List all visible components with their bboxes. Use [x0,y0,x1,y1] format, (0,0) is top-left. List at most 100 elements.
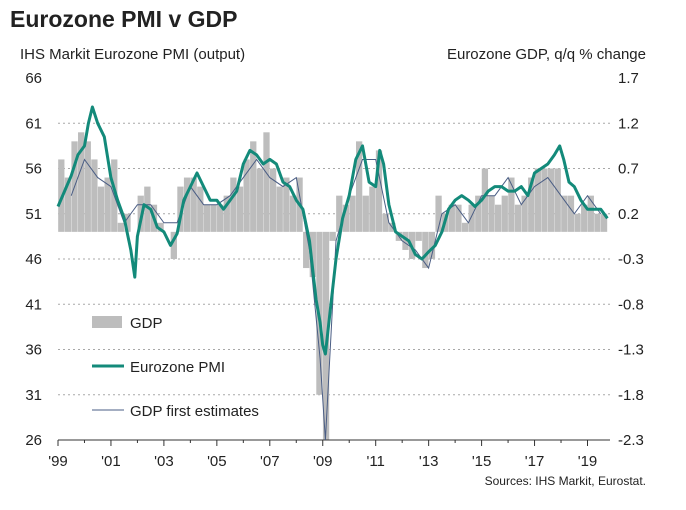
gdp-bar [461,222,469,232]
gdp-bar [574,213,581,232]
source-note: Sources: IHS Markit, Eurostat. [484,474,646,488]
gdp-bar [309,231,316,278]
gdp-bar [541,168,548,232]
gdp-bar [250,141,257,232]
gridlines [58,122,610,396]
gdp-bar [64,177,72,232]
gdp-bar [177,186,184,232]
right-tick-label: -0.8 [618,296,644,313]
gdp-bar [600,213,608,232]
gdp-bar [144,186,151,232]
right-tick-label: -2.3 [618,432,644,449]
gdp-bar [329,231,336,241]
gdp-first-estimates-line [70,158,602,441]
gdp-bars [58,132,608,440]
gdp-bar [289,195,297,232]
right-tick-label: 1.2 [618,115,639,132]
gdp-bar [561,195,568,232]
gdp-bar [78,132,85,232]
gdp-bar [362,195,369,232]
x-tick-label: '11 [366,453,384,470]
gdp-bar [415,231,422,241]
gdp-bar [104,177,111,232]
gdp-bar [475,195,482,232]
gdp-bar [336,195,343,232]
axes [57,439,610,446]
gdp-bar [547,168,555,232]
left-tick-label: 61 [25,115,42,132]
gdp-bar [91,159,98,232]
gdp-bar [534,168,541,232]
left-axis-title: IHS Markit Eurozone PMI (output) [20,46,246,63]
left-tick-label: 36 [25,342,42,359]
gdp-bar [349,195,356,232]
right-tick-label: -0.3 [618,251,644,268]
gdp-bar [230,177,237,232]
gdp-bar [594,213,601,232]
gdp-bar [197,186,204,232]
gdp-bar [455,204,462,232]
left-tick-label: 31 [25,387,42,404]
gdp-bar [210,204,217,232]
gdp-bar [223,195,230,232]
gdp-bar [342,204,350,232]
x-tick-label: '07 [260,453,280,470]
gdp-bar [488,195,495,232]
gdp-bar [581,204,588,232]
right-tick-label: 1.7 [618,70,639,87]
gdp-bar [217,204,224,232]
gdp-bar [514,204,522,232]
gdp-bar [236,186,244,232]
legend-pmi-label: Eurozone PMI [130,359,225,376]
pmi-series [56,105,609,356]
gdp-bar [183,177,191,232]
gdp-bar [422,231,429,269]
pmi-line [56,105,609,356]
x-tick-label: '03 [154,453,174,470]
gdp-bar [435,195,442,232]
tick-labels: 66 61 56 51 46 41 36 31 26 1.7 1.2 0.7 0.2 -0.3 -0.8 -1… [25,70,644,470]
gdp-bar [276,186,283,232]
gdp-bar [375,150,383,232]
gdp-bar [303,231,310,269]
x-tick-label: '13 [419,453,439,470]
legend: GDP Eurozone PMI GDP first estimates [92,315,259,420]
gdp-bar [587,195,594,232]
gdp-bar [508,177,515,232]
left-tick-label: 41 [25,296,42,313]
gdp-bar [528,177,535,232]
x-tick-label: '17 [525,453,545,470]
gdp-bar [269,168,277,232]
x-tick-label: '09 [313,453,333,470]
gdp-bar [369,186,376,232]
gdp-bar [356,141,363,232]
left-tick-label: 66 [25,70,42,87]
gdp-bar [157,222,164,232]
gdp-bar [117,222,125,232]
left-tick-label: 56 [25,161,42,178]
gdp-bar [402,231,409,250]
gdp-bar [501,195,508,232]
left-tick-label: 51 [25,206,42,223]
left-tick-label: 26 [25,432,42,449]
gdp-bar [170,231,177,259]
right-tick-label: -1.3 [618,342,644,359]
gdp-bar [97,186,105,232]
right-tick-label: 0.2 [618,206,639,223]
gdp-bar [263,132,270,232]
right-axis-title: Eurozone GDP, q/q % change [446,46,646,63]
gdp-bar [468,204,475,232]
gdp-bar [203,204,211,232]
legend-gdp-label: GDP [130,315,163,332]
gdp-bar [495,204,502,232]
gdp-bar [481,168,489,232]
gdp-bar [382,213,389,232]
x-tick-label: '01 [101,453,121,470]
gdp-bar [428,231,436,259]
left-tick-label: 46 [25,251,42,268]
gdp-bar [283,177,290,232]
gdp-bar [256,168,264,232]
gdp-bar [84,141,91,232]
x-tick-label: '15 [472,453,492,470]
